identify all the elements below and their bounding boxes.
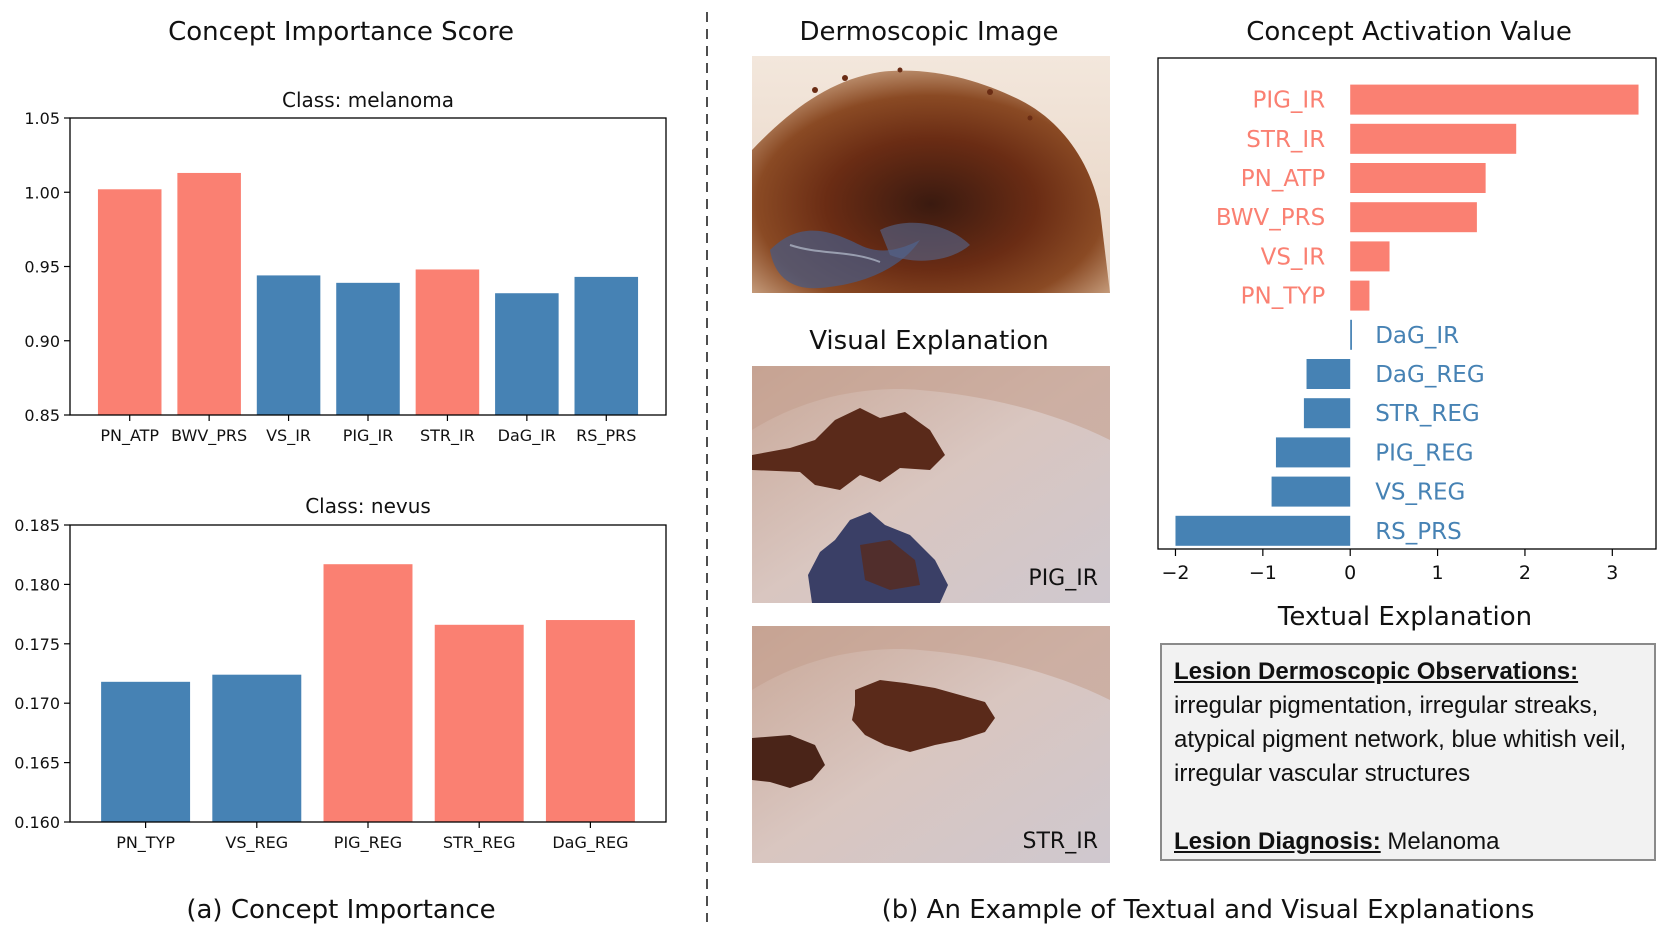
activation-bar — [1350, 123, 1517, 154]
melanoma-bar — [495, 293, 559, 415]
activation-bar-label: BWV_PRS — [1216, 205, 1325, 231]
activation-bar — [1306, 359, 1351, 389]
activation-bar — [1350, 319, 1352, 350]
activation-xtick-label: 2 — [1519, 562, 1531, 584]
melanoma-ytick-label: 0.95 — [24, 258, 60, 277]
activation-bar — [1350, 241, 1390, 272]
nevus-xtick-label: PIG_REG — [334, 833, 402, 853]
melanoma-ytick-label: 0.85 — [24, 406, 60, 425]
nevus-xtick-label: STR_REG — [443, 833, 516, 853]
melanoma-ytick-label: 0.90 — [24, 332, 60, 351]
nevus-ytick-label: 0.160 — [14, 813, 60, 832]
dermoscopic-title: Dermoscopic Image — [800, 17, 1059, 47]
activation-bar-label: PIG_REG — [1375, 440, 1473, 466]
right-caption: (b) An Example of Textual and Visual Exp… — [882, 895, 1535, 925]
activation-xtick-label: 1 — [1432, 562, 1444, 584]
activation-bar — [1271, 476, 1351, 507]
dermoscopic-image — [752, 56, 1110, 294]
nevus-chart-title: Class: nevus — [305, 494, 431, 518]
nevus-chart-frame — [69, 524, 667, 823]
diagnosis-text: Melanoma — [1380, 828, 1500, 855]
activation-bar — [1275, 437, 1351, 468]
activation-bar — [1350, 280, 1370, 311]
observations-title: Lesion Dermoscopic Observations: — [1174, 658, 1579, 685]
activation-bar-label: DaG_IR — [1375, 323, 1459, 349]
melanoma-bar — [177, 172, 241, 415]
observations-text: irregular pigmentation, irregular streak… — [1174, 692, 1627, 787]
left-caption: (a) Concept Importance — [186, 895, 495, 925]
nevus-xtick-label: DaG_REG — [552, 833, 628, 853]
nevus-xtick-label: PN_TYP — [116, 833, 175, 853]
activation-xtick-label: −1 — [1249, 562, 1277, 584]
melanoma-chart-frame — [69, 117, 667, 416]
melanoma-bar — [97, 189, 162, 415]
melanoma-bar — [415, 269, 480, 415]
activation-title: Concept Activation Value — [1246, 17, 1572, 47]
melanoma-xtick-label: STR_IR — [420, 426, 475, 446]
nevus-bar — [101, 681, 191, 822]
melanoma-ytick-label: 1.05 — [24, 109, 60, 128]
visual-explanation-image-str-ir: STR_IR — [752, 626, 1110, 863]
melanoma-xtick-label: VS_IR — [266, 426, 311, 446]
textual-explanation-box: Lesion Dermoscopic Observations: irregul… — [1160, 643, 1656, 861]
visual-label-pig-ir: PIG_IR — [1028, 566, 1098, 591]
nevus-ytick-label: 0.165 — [14, 754, 60, 773]
textual-explanation-title: Textual Explanation — [1277, 602, 1532, 632]
melanoma-xtick-label: BWV_PRS — [171, 426, 247, 446]
melanoma-bar — [256, 275, 321, 415]
activation-bar-label: PIG_IR — [1252, 88, 1325, 114]
activation-bar-label: STR_REG — [1375, 401, 1479, 427]
activation-xtick-label: 0 — [1344, 562, 1356, 584]
activation-bar-label: STR_IR — [1246, 127, 1325, 153]
diagnosis-row: Lesion Diagnosis: Melanoma — [1174, 825, 1642, 859]
melanoma-chart-title: Class: melanoma — [282, 88, 454, 112]
activation-bar — [1175, 515, 1351, 546]
nevus-ytick-label: 0.170 — [14, 694, 60, 713]
melanoma-bar — [336, 282, 400, 415]
melanoma-ytick-label: 1.00 — [24, 183, 60, 202]
nevus-importance-chart: Class: nevus 0.160 0.165 0.170 0.175 0.180 0.… — [14, 494, 667, 853]
nevus-bar — [323, 564, 413, 822]
nevus-xtick-label: VS_REG — [225, 833, 288, 853]
diagnosis-title: Lesion Diagnosis: — [1174, 828, 1381, 855]
visual-explanation-image-pig-ir: PIG_IR — [752, 366, 1110, 603]
activation-bar-label: DaG_REG — [1375, 362, 1484, 388]
melanoma-xtick-label: DaG_IR — [498, 426, 556, 446]
melanoma-importance-chart: Class: melanoma 0.85 0.90 0.95 1.00 1.05 PN_A… — [24, 88, 667, 446]
activation-bar-label: PN_TYP — [1241, 284, 1326, 310]
nevus-ytick-label: 0.185 — [14, 516, 60, 535]
left-panel-title: Concept Importance Score — [168, 17, 514, 47]
nevus-bar — [545, 620, 635, 822]
activation-bar — [1350, 84, 1639, 115]
activation-xtick-label: −2 — [1161, 562, 1189, 584]
nevus-ytick-label: 0.180 — [14, 575, 60, 594]
activation-bar — [1350, 202, 1477, 233]
nevus-bar — [212, 674, 302, 822]
activation-bar — [1303, 398, 1351, 429]
melanoma-xtick-label: PN_ATP — [100, 426, 159, 446]
nevus-ytick-label: 0.175 — [14, 635, 60, 654]
activation-bar — [1350, 163, 1486, 193]
melanoma-xtick-label: RS_PRS — [576, 426, 636, 446]
activation-chart-frame — [1157, 57, 1657, 550]
nevus-bar — [434, 624, 524, 822]
activation-xtick-label: 3 — [1606, 562, 1618, 584]
concept-activation-chart: PIG_IR STR_IR PN_ATP BWV_PRS VS_IR PN_TYP DaG_… — [1157, 57, 1657, 584]
visual-explanation-title: Visual Explanation — [809, 326, 1049, 356]
activation-bar-label: VS_IR — [1261, 244, 1326, 270]
visual-label-str-ir: STR_IR — [1023, 829, 1098, 854]
melanoma-bar — [574, 276, 639, 415]
melanoma-xtick-label: PIG_IR — [343, 426, 394, 446]
activation-bar-label: RS_PRS — [1375, 519, 1462, 545]
activation-bar-label: VS_REG — [1375, 480, 1465, 506]
activation-bar-label: PN_ATP — [1241, 166, 1326, 192]
